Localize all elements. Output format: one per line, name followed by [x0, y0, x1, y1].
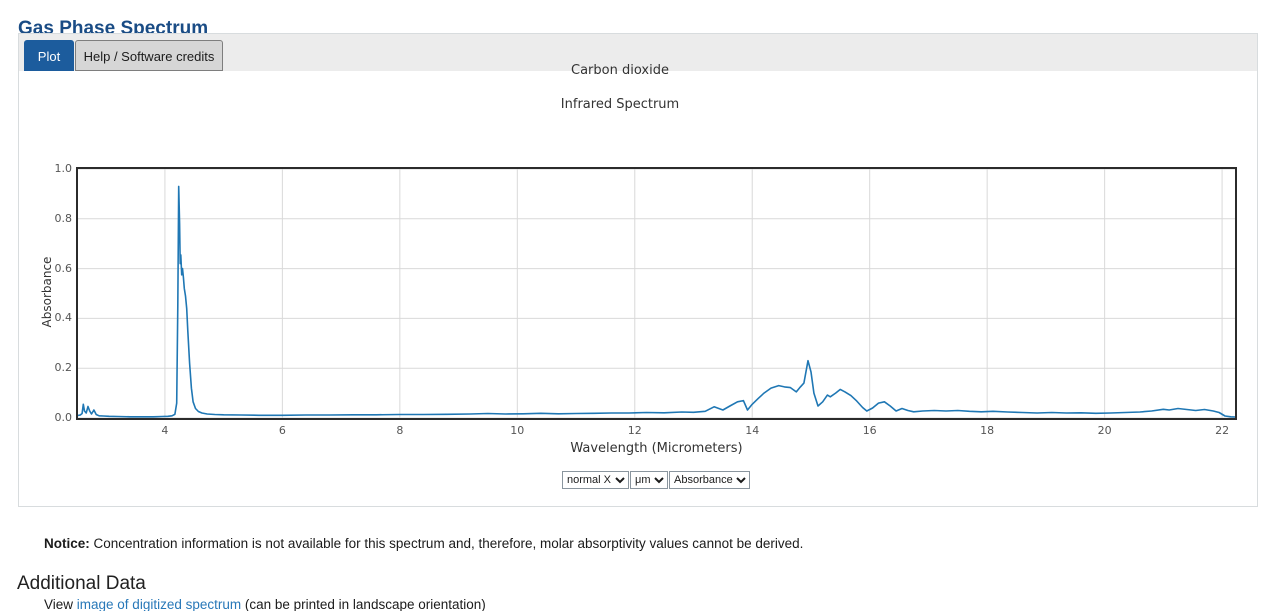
- tab-plot[interactable]: Plot: [24, 40, 74, 71]
- x-tick-label: 8: [396, 424, 404, 437]
- x-tick-label: 20: [1097, 424, 1112, 437]
- x-tick-label: 18: [980, 424, 995, 437]
- spectrum-plot: [76, 167, 1237, 420]
- view-prefix: View: [44, 597, 77, 611]
- y-tick-label: 0.4: [54, 311, 73, 325]
- view-digitized-spectrum-line: View image of digitized spectrum (can be…: [44, 597, 486, 611]
- x-scale-select[interactable]: normal X: [562, 471, 629, 489]
- x-tick-label: 14: [745, 424, 760, 437]
- x-tick-label: 16: [862, 424, 877, 437]
- spectrum-line: [78, 185, 1235, 418]
- notice-body: Concentration information is not availab…: [89, 535, 804, 551]
- notice-text: Notice: Concentration information is not…: [44, 536, 803, 551]
- y-tick-label: 1.0: [54, 162, 73, 175]
- tab-help-software-credits[interactable]: Help / Software credits: [75, 40, 223, 71]
- y-tick-label: 0.8: [54, 211, 73, 225]
- x-tick-label: 10: [510, 424, 525, 437]
- view-suffix: (can be printed in landscape orientation…: [241, 597, 486, 611]
- chart-title: Carbon dioxide: [571, 63, 669, 78]
- notice-label: Notice:: [44, 535, 90, 551]
- tab-strip: Plot Help / Software credits: [19, 34, 1257, 71]
- x-tick-label: 22: [1215, 424, 1230, 437]
- chart-subtitle: Infrared Spectrum: [560, 97, 680, 112]
- digitized-spectrum-link[interactable]: image of digitized spectrum: [76, 597, 242, 611]
- y-tick-label: 0.6: [54, 261, 73, 275]
- y-tick-label: 0.0: [54, 411, 73, 424]
- y-units-select[interactable]: Absorbance: [669, 471, 750, 489]
- y-tick-label: 0.2: [54, 361, 73, 375]
- x-tick-label: 6: [278, 424, 286, 437]
- additional-data-heading: Additional Data: [17, 572, 146, 594]
- y-axis-ticks: 0.0 0.2 0.4 0.6 0.8 1.0: [38, 162, 73, 424]
- x-units-select[interactable]: μm: [630, 471, 668, 489]
- x-tick-label: 4: [161, 424, 169, 437]
- x-axis-ticks: 4 6 8 10 12 14 16 18 20 22: [78, 424, 1235, 438]
- plot-controls: normal X μm Absorbance: [562, 471, 750, 489]
- x-axis-label: Wavelength (Micrometers): [570, 441, 743, 456]
- x-tick-label: 12: [627, 424, 642, 437]
- spectrum-svg: [78, 169, 1235, 418]
